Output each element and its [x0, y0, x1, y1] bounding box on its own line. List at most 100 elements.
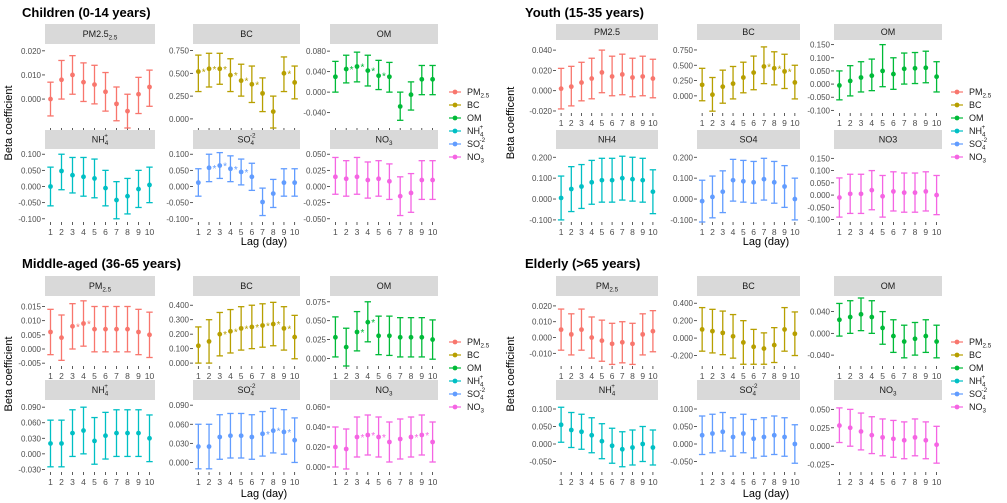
x-tick-label: 3: [720, 477, 725, 487]
x-tick-label: 9: [782, 118, 787, 128]
data-point: [397, 436, 403, 442]
data-point: [869, 187, 875, 193]
data-point: [761, 176, 767, 182]
facet-panel: BC -0.200 0.000 0.200 0.400 1 2 3 4 5 6 7 8 9 10: [670, 276, 800, 381]
y-tick-label: 0.100: [810, 167, 831, 176]
data-point: [354, 174, 360, 180]
data-point: [558, 195, 564, 201]
data-point: [103, 326, 108, 332]
data-point: [751, 344, 757, 350]
facet-panel: NH4 -0.100 0.000 0.100 0.200 1 2 3 4 5 6 7 8 9 10: [529, 130, 658, 237]
facet-strip-label-sup: -2: [250, 133, 256, 140]
data-point: [751, 179, 757, 185]
legend-label-sub: 4: [982, 132, 986, 139]
x-tick-label: 9: [923, 477, 928, 487]
legend-label-sub: 2.5: [481, 343, 490, 350]
x-tick-label: 6: [103, 371, 108, 381]
data-point: [934, 74, 939, 80]
data-point: [292, 334, 298, 340]
y-tick-label: 0.010: [532, 318, 553, 327]
data-point: [837, 195, 842, 200]
x-tick-label: 3: [859, 477, 864, 487]
chart-3: Elderly (>65 years) Beta coefficient Lag (…: [505, 256, 992, 500]
facet-strip-label-sub: 2.5: [102, 287, 111, 294]
data-point: [206, 66, 212, 72]
legend-label-main: OM: [467, 363, 482, 373]
y-tick-label: -0.100: [166, 215, 189, 224]
y-tick-label: 0.100: [673, 174, 694, 183]
data-point: [912, 65, 918, 71]
x-tick-label: 3: [579, 371, 584, 381]
x-tick-label: 5: [880, 118, 885, 128]
x-tick-label: 9: [282, 371, 287, 381]
legend-key-point: [452, 378, 458, 384]
legend-label: NH4+: [467, 124, 484, 139]
legend-key-point: [954, 339, 960, 345]
facet-strip: [556, 130, 658, 149]
legend-label-main: BC: [467, 100, 480, 110]
x-tick-label: 6: [249, 371, 254, 381]
y-tick-label: 0.020: [532, 302, 553, 311]
facet-panel: BC 0.000 0.100 0.200 0.300 0.400 1 2 3 4 5 6 7 8 9 10 * *…: [169, 276, 300, 381]
y-tick-label: 0.060: [306, 403, 327, 412]
data-point: [70, 72, 75, 78]
y-tick-label: 0.025: [306, 166, 327, 175]
facet-strip-label: PM2.5: [89, 281, 112, 294]
x-tick-label: 5: [600, 118, 605, 128]
x-tick-label: 3: [70, 477, 75, 487]
y-tick-label: -0.050: [807, 203, 830, 212]
y-tick-label: 0.050: [810, 405, 831, 414]
facet-strip-label: OM: [377, 281, 392, 291]
facet-panel: BC 0.000 0.250 0.500 0.750 1 2 3 4 5 6 7 8 9 10 * * *: [673, 24, 800, 128]
data-point: [699, 326, 705, 332]
facet-strip-label: PM2.5: [594, 27, 620, 37]
data-point: [260, 90, 265, 96]
y-tick-label: 0.050: [306, 150, 327, 159]
x-tick-label: 6: [249, 477, 254, 487]
legend-key-point: [954, 391, 960, 397]
x-tick-label: 3: [720, 227, 725, 237]
data-point: [136, 91, 141, 97]
facet-strip-label-main: PM: [89, 281, 103, 291]
data-point: [333, 334, 338, 340]
x-tick-label: 8: [409, 227, 414, 237]
y-tick-label: 0.000: [532, 334, 553, 343]
x-tick-label: 4: [589, 371, 594, 381]
x-tick-label: 6: [751, 371, 756, 381]
x-tick-label: 6: [387, 371, 392, 381]
y-tick-label: 0.100: [21, 150, 42, 159]
legend-label-main: NO: [467, 402, 481, 412]
facet-strip: [193, 276, 300, 296]
data-point: [387, 178, 392, 184]
legend-label-main: NO: [969, 152, 983, 162]
x-tick-label: 4: [731, 477, 736, 487]
legend-label: NO3: [969, 152, 987, 165]
x-tick-label: 9: [136, 477, 141, 487]
x-tick-label: 5: [741, 118, 746, 128]
y-tick-label: 0.500: [673, 61, 694, 70]
data-point: [430, 337, 435, 342]
data-point: [81, 174, 86, 180]
significance-marker: *: [360, 328, 364, 339]
legend-label: NO3: [467, 152, 485, 165]
significance-marker: *: [287, 428, 291, 439]
facet-strip-label-sub: 4: [612, 391, 616, 398]
legend-label: SO4-2: [467, 387, 486, 402]
y-tick-label: 0.200: [169, 330, 190, 339]
chart-title: Children (0-14 years): [22, 5, 151, 20]
data-point: [782, 434, 787, 440]
x-tick-label: 7: [114, 227, 119, 237]
data-point: [609, 443, 615, 449]
y-tick-label: -0.100: [807, 106, 830, 115]
significance-marker: *: [76, 322, 80, 333]
x-tick-label: 8: [630, 227, 635, 237]
y-tick-label: 0.300: [169, 316, 190, 325]
facet-strip: [330, 380, 438, 400]
x-tick-label: 6: [387, 477, 392, 487]
data-point: [114, 101, 119, 107]
legend-key-point: [954, 404, 960, 410]
y-tick-label: 0.080: [306, 47, 327, 56]
x-tick-label: 6: [610, 227, 615, 237]
